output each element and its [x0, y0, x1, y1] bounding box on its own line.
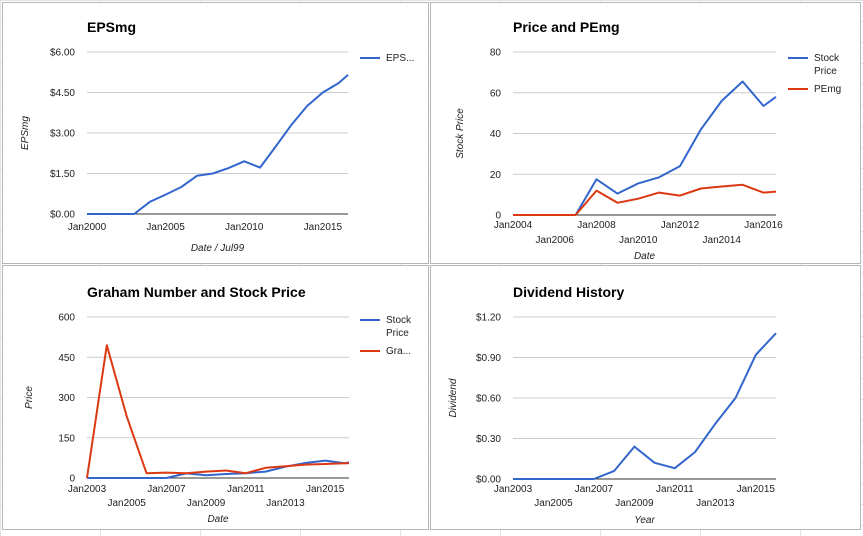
y-axis-title: Price: [24, 386, 35, 409]
x-tick-label: Jan2009: [187, 498, 226, 509]
y-tick-label: 600: [58, 313, 75, 324]
series-line-stock-price: [513, 80, 777, 216]
chart-title: EPSmg: [87, 19, 136, 35]
chart-title: Price and PEmg: [513, 19, 620, 35]
y-tick-label: 450: [58, 353, 75, 364]
x-tick-label: Jan2013: [266, 498, 305, 509]
legend-label: PEmg: [814, 84, 841, 95]
x-tick-label: Jan2015: [304, 222, 343, 233]
x-tick-label: Jan2016: [744, 220, 783, 231]
x-tick-label: Jan2015: [737, 484, 776, 495]
x-axis-title: Date: [634, 251, 656, 262]
y-tick-label: $6.00: [50, 48, 75, 59]
chart-title: Graham Number and Stock Price: [87, 284, 306, 300]
graham-chart-panel[interactable]: Graham Number and Stock Price 0 150 300 450 6…: [2, 265, 429, 530]
x-tick-label: Jan2013: [696, 498, 735, 509]
x-tick-label: Jan2005: [534, 498, 573, 509]
x-tick-label: Jan2007: [147, 484, 186, 495]
x-tick-label: Jan2003: [494, 484, 533, 495]
y-tick-label: 150: [58, 433, 75, 444]
x-tick-label: Jan2000: [68, 222, 107, 233]
y-tick-label: $0.90: [476, 353, 501, 364]
series-line-stock-price: [87, 459, 350, 479]
y-tick-label: 20: [490, 170, 502, 181]
y-tick-label: 40: [490, 129, 502, 140]
series-line-0: [513, 332, 777, 480]
y-axis-title: Dividend: [448, 378, 459, 417]
y-tick-label: 80: [490, 48, 502, 59]
legend-label: Gra...: [386, 346, 411, 357]
price-pe-chart-panel[interactable]: Price and PEmg 0 20 40 60 80 Jan2004 Jan2006 Jan…: [430, 2, 861, 264]
x-tick-label: Jan2006: [536, 235, 575, 246]
x-tick-label: Jan2012: [661, 220, 700, 231]
x-tick-label: Jan2010: [225, 222, 264, 233]
series-line-gra: [86, 344, 349, 479]
y-tick-label: $0.60: [476, 394, 501, 405]
y-tick-label: $4.50: [50, 88, 75, 99]
y-tick-label: $1.50: [50, 169, 75, 180]
x-tick-label: Jan2008: [577, 220, 616, 231]
dividend-chart-panel[interactable]: Dividend History $0.00 $0.30 $0.60 $0.90 $1.2…: [430, 265, 861, 530]
series-line-eps: [87, 74, 349, 215]
x-tick-label: Jan2004: [494, 220, 533, 231]
legend-label: Stock Price: [814, 53, 840, 77]
y-axis-title: EPSmg: [20, 116, 31, 150]
x-tick-label: Jan2011: [227, 484, 265, 495]
y-tick-label: 300: [58, 393, 75, 404]
x-tick-label: Jan2009: [615, 498, 654, 509]
y-tick-label: $0.00: [50, 210, 75, 221]
y-tick-label: 0: [495, 211, 501, 222]
x-tick-label: Jan2015: [306, 484, 345, 495]
legend-label: Stock Price: [386, 315, 412, 339]
eps-chart: EPSmg $0.00 $1.50 $3.00 $4.50 $6.00 Jan2000 Jan…: [20, 19, 414, 254]
x-tick-label: Jan2005: [108, 498, 147, 509]
x-axis-title: Year: [634, 515, 655, 526]
y-tick-label: $3.00: [50, 129, 75, 140]
x-axis-title: Date / Jul99: [191, 243, 245, 254]
x-axis-title: Date: [207, 514, 229, 525]
x-tick-label: Jan2005: [146, 222, 185, 233]
x-tick-label: Jan2007: [575, 484, 614, 495]
x-tick-label: Jan2003: [68, 484, 107, 495]
x-tick-label: Jan2010: [619, 235, 658, 246]
y-tick-label: $1.20: [476, 313, 501, 324]
y-tick-label: $0.00: [476, 475, 501, 486]
graham-chart: Graham Number and Stock Price 0 150 300 450 6…: [24, 284, 412, 525]
y-tick-label: $0.30: [476, 434, 501, 445]
y-tick-label: 60: [490, 88, 502, 99]
chart-title: Dividend History: [513, 284, 624, 300]
legend-label: EPS...: [386, 53, 414, 64]
y-axis-title: Stock Price: [455, 108, 466, 159]
y-tick-label: 0: [69, 474, 75, 485]
eps-chart-panel[interactable]: EPSmg $0.00 $1.50 $3.00 $4.50 $6.00 Jan2000 Jan…: [2, 2, 429, 264]
x-tick-label: Jan2014: [703, 235, 742, 246]
dividend-chart: Dividend History $0.00 $0.30 $0.60 $0.90 $1.2…: [448, 284, 777, 526]
price-pe-chart: Price and PEmg020406080Jan2004Jan2006Jan…: [455, 19, 841, 262]
series-line-pemg: [513, 183, 777, 216]
x-tick-label: Jan2011: [656, 484, 694, 495]
